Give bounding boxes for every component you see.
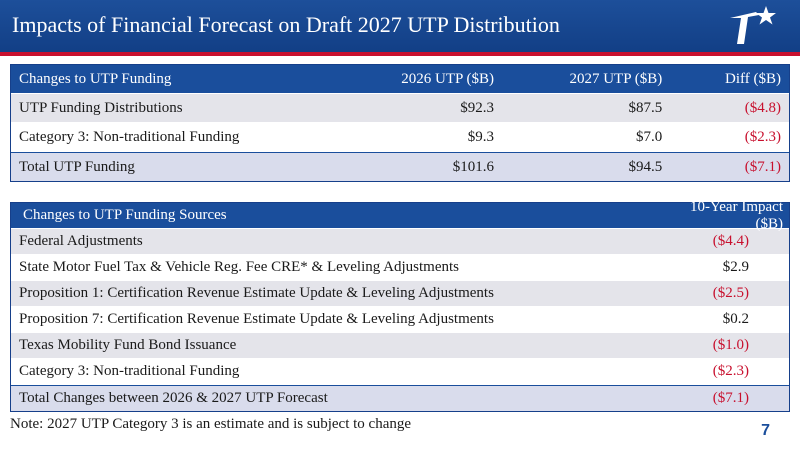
column-header: 2026 UTP ($B) [401, 70, 495, 87]
page-title: Impacts of Financial Forecast on Draft 2… [12, 12, 560, 37]
title-bar: Impacts of Financial Forecast on Draft 2… [0, 0, 800, 52]
txdot-star-logo-icon [730, 6, 776, 44]
row-label: Texas Mobility Fund Bond Issuance [19, 337, 237, 353]
table-row: Texas Mobility Fund Bond Issuance ($1.0) [11, 333, 789, 359]
table-row: UTP Funding Distributions $92.3 $87.5 ($… [11, 94, 789, 123]
total-row: Total Changes between 2026 & 2027 UTP Fo… [11, 385, 789, 411]
table-row: Category 3: Non-traditional Funding $9.3… [11, 123, 789, 152]
cell-2026: $101.6 [452, 158, 495, 175]
row-label: State Motor Fuel Tax & Vehicle Reg. Fee … [19, 259, 460, 275]
cell-2027: $7.0 [636, 128, 663, 145]
row-label: Total Changes between 2026 & 2027 UTP Fo… [19, 390, 328, 406]
row-label: UTP Funding Distributions [19, 99, 183, 116]
cell-diff: ($2.3) [744, 128, 781, 145]
cell-diff: ($7.1) [744, 158, 781, 175]
column-header: Diff ($B) [725, 70, 781, 87]
utp-funding-table: Changes to UTP Funding 2026 UTP ($B) 202… [10, 64, 790, 182]
table-row: Proposition 7: Certification Revenue Est… [11, 307, 789, 333]
page-number: 7 [761, 422, 770, 439]
footnote: Note: 2027 UTP Category 3 is an estimate… [10, 416, 412, 432]
table-row: Federal Adjustments ($4.4) [11, 229, 789, 255]
row-label: Category 3: Non-traditional Funding [19, 363, 240, 379]
table-row: State Motor Fuel Tax & Vehicle Reg. Fee … [11, 255, 789, 281]
row-label: Federal Adjustments [19, 233, 143, 249]
cell-impact: ($1.0) [712, 337, 749, 353]
table-header-row: Changes to UTP Funding 2026 UTP ($B) 202… [11, 65, 789, 94]
cell-diff: ($4.8) [744, 99, 781, 116]
cell-2027: $87.5 [628, 99, 663, 116]
table-row: Category 3: Non-traditional Funding ($2.… [11, 359, 789, 385]
row-label: Total UTP Funding [19, 158, 135, 175]
cell-impact: $2.9 [722, 259, 749, 275]
row-label: Proposition 1: Certification Revenue Est… [19, 285, 494, 301]
cell-impact: ($7.1) [712, 390, 749, 406]
column-header: Changes to UTP Funding [19, 70, 172, 87]
row-label: Proposition 7: Certification Revenue Est… [19, 311, 494, 327]
cell-impact: ($2.5) [712, 285, 749, 301]
cell-impact: $0.2 [722, 311, 749, 327]
cell-impact: ($2.3) [712, 363, 749, 379]
table-row: Proposition 1: Certification Revenue Est… [11, 281, 789, 307]
table-header-row: Changes to UTP Funding Sources 10-Year I… [11, 199, 789, 232]
cell-2026: $9.3 [467, 128, 495, 145]
accent-divider [0, 52, 800, 56]
column-header: Changes to UTP Funding Sources [23, 207, 227, 223]
cell-2027: $94.5 [628, 158, 663, 175]
cell-2026: $92.3 [460, 99, 495, 116]
column-header: 10-Year Impact ($B) [689, 198, 783, 232]
cell-impact: ($4.4) [712, 233, 749, 249]
funding-sources-table: Changes to UTP Funding Sources 10-Year I… [10, 199, 790, 412]
row-label: Category 3: Non-traditional Funding [19, 128, 240, 145]
column-header: 2027 UTP ($B) [569, 70, 663, 87]
total-row: Total UTP Funding $101.6 $94.5 ($7.1) [11, 152, 789, 181]
